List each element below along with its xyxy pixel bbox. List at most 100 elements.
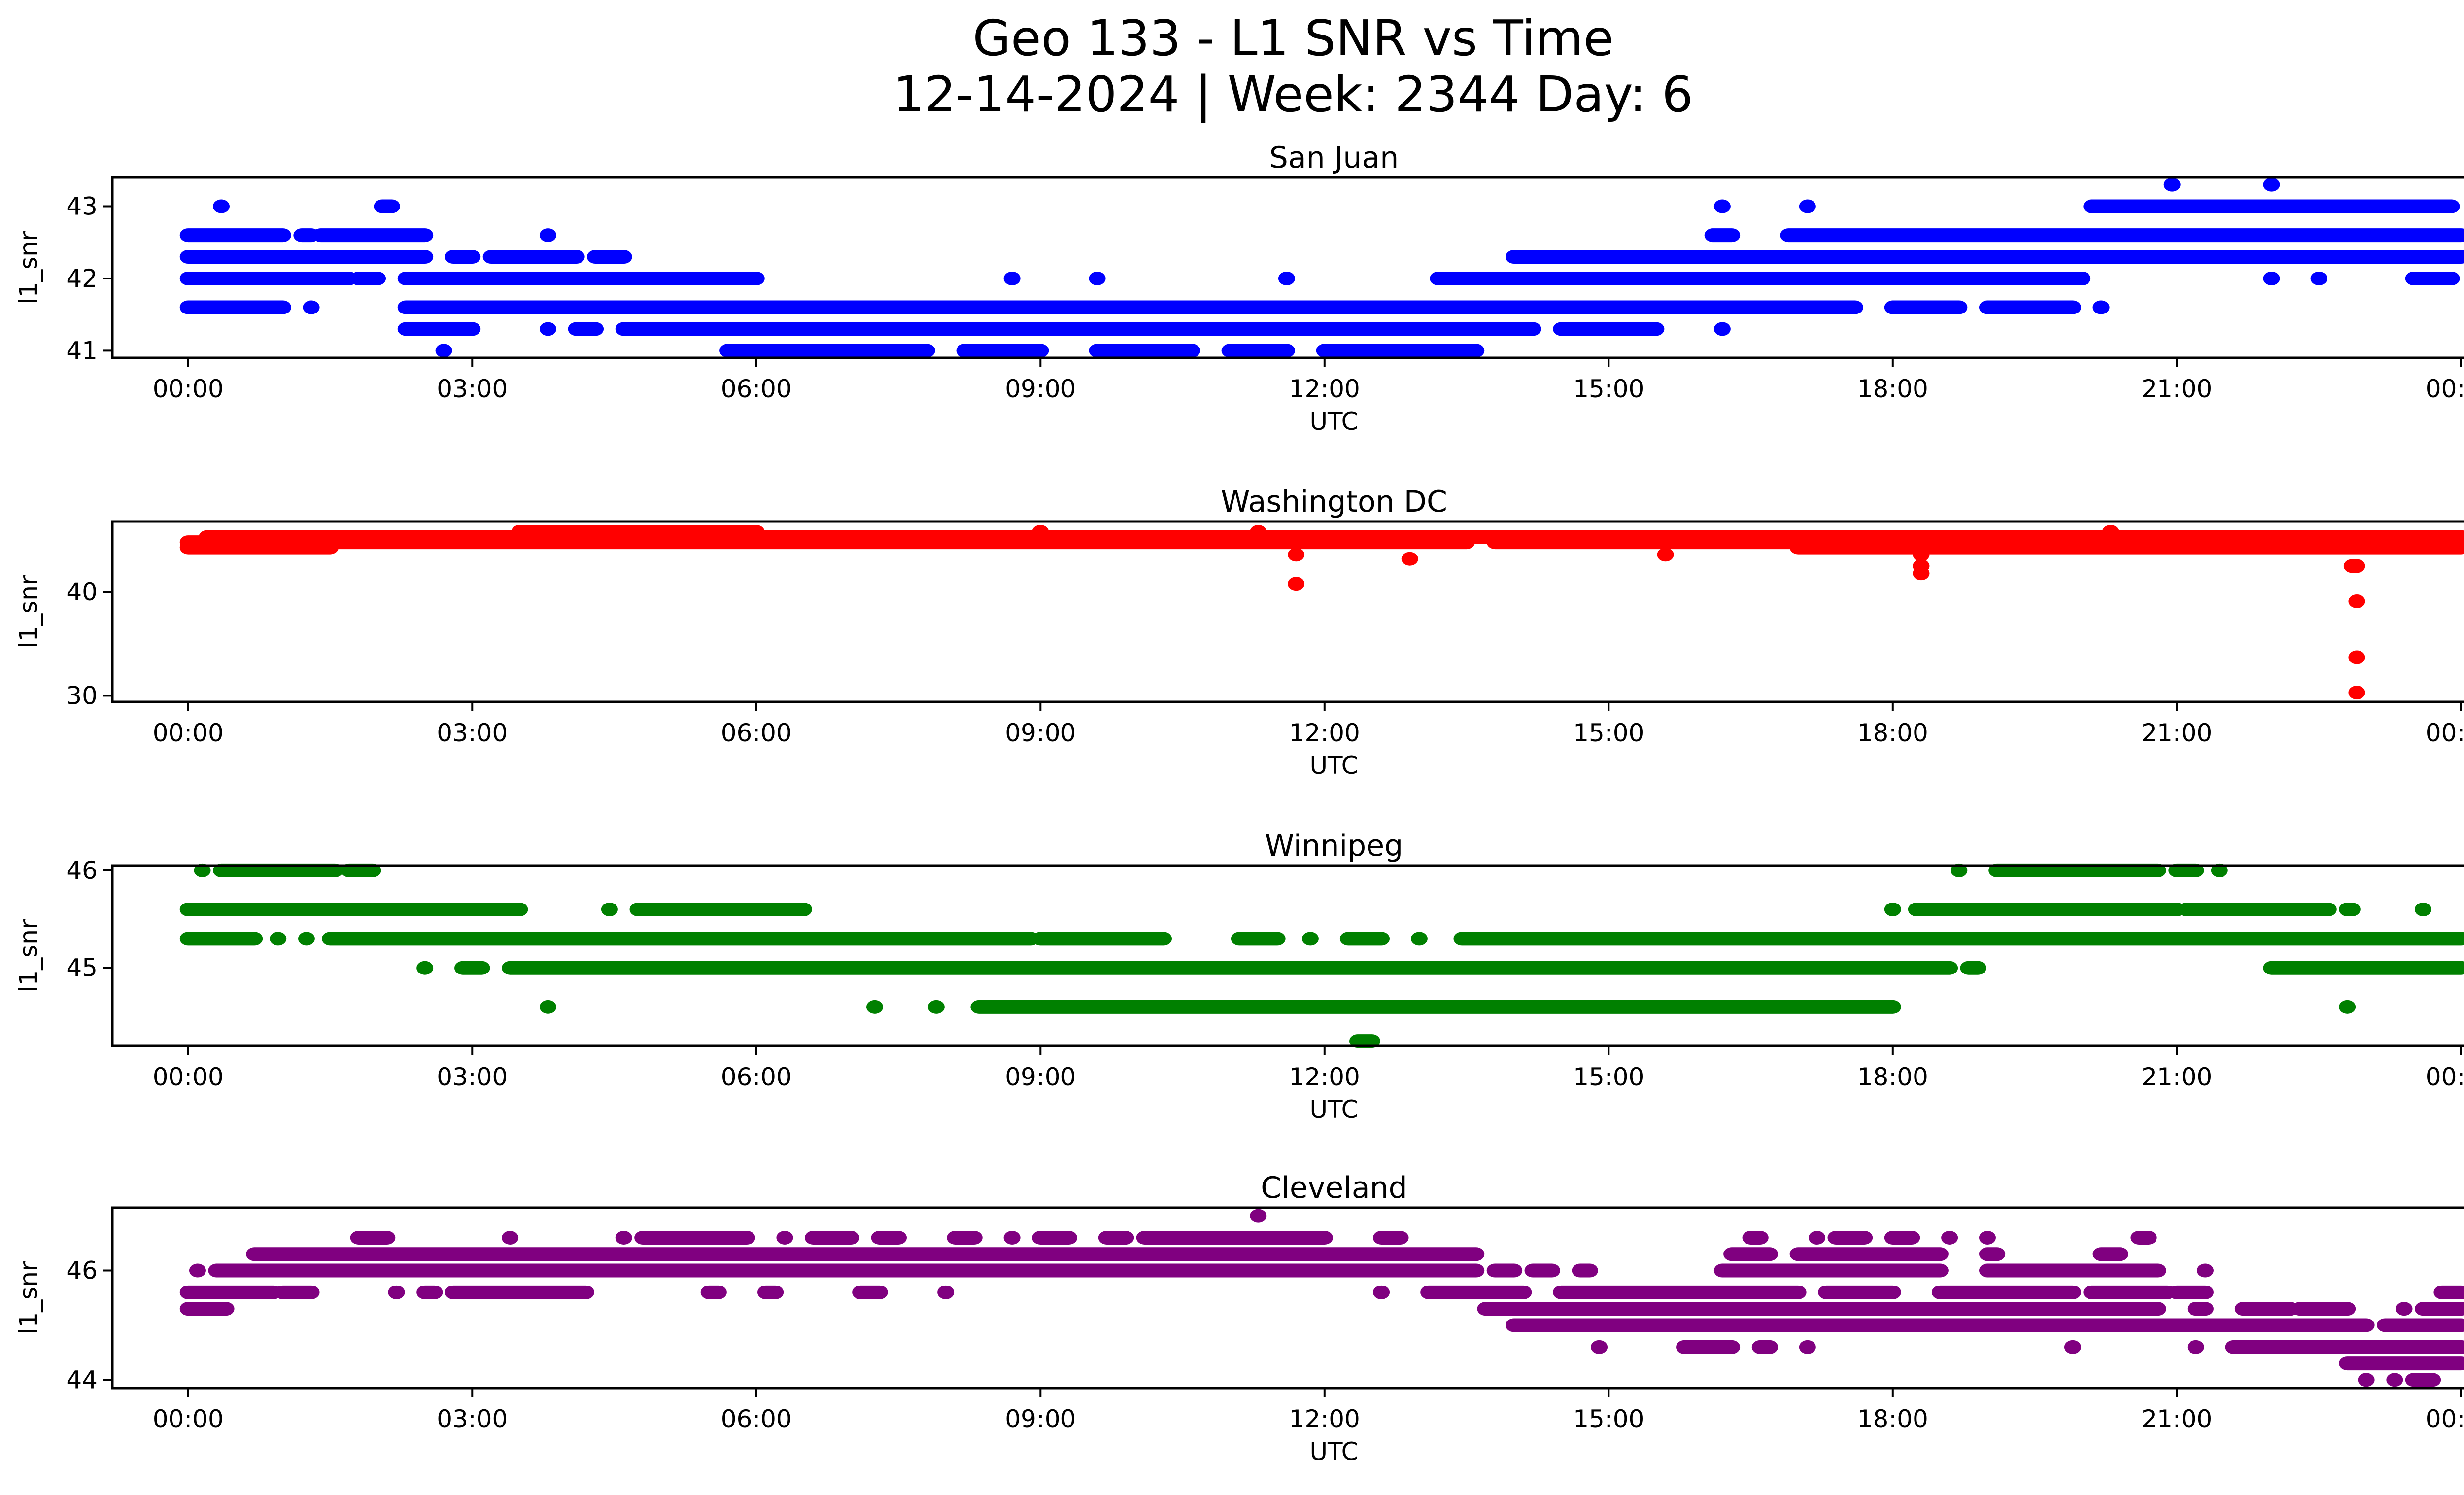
data-point-run <box>1221 344 1295 358</box>
data-point-run <box>805 1231 859 1245</box>
data-point-run <box>1278 271 1295 285</box>
data-point-run <box>298 932 315 946</box>
x-axis-label: UTC <box>1309 1437 1358 1466</box>
data-point-run <box>179 250 434 264</box>
x-tick-label: 15:00 <box>1573 1063 1644 1091</box>
data-point-run <box>274 1285 320 1299</box>
x-tick-label: 09:00 <box>1005 1405 1076 1433</box>
x-axis-label: UTC <box>1309 407 1358 436</box>
data-point-run <box>1032 1231 1077 1245</box>
x-tick-label: 00:00 <box>2426 1063 2464 1091</box>
data-point-run <box>852 1285 888 1299</box>
data-point-run <box>1657 548 1674 562</box>
data-point-run <box>1591 1340 1608 1354</box>
data-point-run <box>1884 1231 1920 1245</box>
data-point-run <box>179 271 358 285</box>
data-point-run <box>2433 1285 2464 1299</box>
data-point-run <box>1506 250 2464 264</box>
data-point-run <box>2339 1356 2464 1371</box>
data-point-run <box>2168 863 2204 877</box>
data-point-run <box>1098 1231 1134 1245</box>
data-point-run <box>539 1000 556 1014</box>
x-tick-label: 15:00 <box>1573 719 1644 747</box>
data-point-run <box>2343 559 2365 573</box>
data-point-run <box>601 903 618 917</box>
data-point-run <box>1979 1247 2006 1261</box>
data-point-run <box>2414 903 2431 917</box>
data-point-run <box>2339 1000 2356 1014</box>
data-point-run <box>615 1231 632 1245</box>
data-point-run <box>1506 1318 2375 1332</box>
data-point-run <box>1723 1247 1778 1261</box>
y-axis-label: l1_snr <box>14 1261 43 1334</box>
data-point-run <box>270 932 287 946</box>
data-point-run <box>312 228 434 243</box>
data-point-run <box>2263 271 2280 285</box>
x-tick-label: 15:00 <box>1573 375 1644 403</box>
data-point-run <box>1349 1034 1380 1048</box>
data-point-run <box>1941 1231 1958 1245</box>
data-point-run <box>539 228 556 243</box>
y-tick-label: 43 <box>66 192 98 221</box>
data-point-run <box>445 1285 594 1299</box>
y-tick-label: 30 <box>66 681 98 710</box>
subplot-title: Cleveland <box>1261 1171 1407 1205</box>
data-point-run <box>1136 1231 1333 1245</box>
data-point-run <box>634 1231 755 1245</box>
subplot-title: Winnipeg <box>1265 829 1403 863</box>
data-point-run <box>1420 1285 1532 1299</box>
data-point-run <box>179 1285 282 1299</box>
data-point-run <box>1799 1340 1816 1354</box>
data-point-run <box>1373 1285 1390 1299</box>
data-point-run <box>1486 1263 1523 1278</box>
data-point-run <box>303 300 320 314</box>
data-point-run <box>2263 961 2464 975</box>
data-point-run <box>1089 344 1200 358</box>
subplot-title: Washington DC <box>1221 485 1447 519</box>
data-point-run <box>293 228 320 243</box>
data-point-run <box>1951 863 1968 877</box>
x-tick-label: 06:00 <box>721 375 792 403</box>
data-point-run <box>1713 1263 1949 1278</box>
data-point-run <box>947 1231 983 1245</box>
data-point-run <box>1453 932 2464 946</box>
data-point-run <box>1913 566 1930 581</box>
data-point-run <box>2187 1340 2204 1354</box>
data-point-run <box>388 1285 405 1299</box>
data-point-run <box>2178 903 2337 917</box>
data-point-run <box>2414 1302 2464 1316</box>
data-point-run <box>482 250 585 264</box>
data-point-run <box>2405 1373 2441 1387</box>
subplot-washington-dc: Washington DC 30 40 00:00 03:00 06:00 09:00 12:… <box>14 485 2464 780</box>
data-point-run <box>2386 1373 2403 1387</box>
x-tick-label: 00:00 <box>2426 1405 2464 1433</box>
data-point-run <box>2263 177 2280 192</box>
data-point-run <box>1931 1285 2081 1299</box>
x-axis-label: UTC <box>1309 1095 1358 1124</box>
data-point-run <box>1979 300 2081 314</box>
data-point-run <box>1032 932 1172 946</box>
data-point-run <box>2083 199 2460 213</box>
data-point-run <box>350 271 386 285</box>
data-point-run <box>2187 1302 2214 1316</box>
data-point-run <box>1979 1263 2166 1278</box>
data-point-run <box>1827 1231 1873 1245</box>
y-tick-label: 46 <box>66 1256 98 1285</box>
data-point-run <box>1401 552 1418 566</box>
data-point-run <box>1789 540 2464 555</box>
data-point-run <box>2234 1302 2299 1316</box>
data-point-run <box>2064 1340 2081 1354</box>
x-tick-label: 21:00 <box>2141 1063 2212 1091</box>
data-point-run <box>321 932 1040 946</box>
data-point-run <box>179 300 291 314</box>
data-point-run <box>2396 1302 2413 1316</box>
y-tick-label: 40 <box>66 578 98 606</box>
data-point-run <box>2292 1302 2356 1316</box>
data-point-run <box>1410 932 1428 946</box>
x-tick-label: 00:00 <box>153 375 224 403</box>
data-point-run <box>1884 300 1968 314</box>
x-tick-label: 03:00 <box>437 719 508 747</box>
data-point-run <box>1339 932 1390 946</box>
data-point-run <box>1288 548 1305 562</box>
